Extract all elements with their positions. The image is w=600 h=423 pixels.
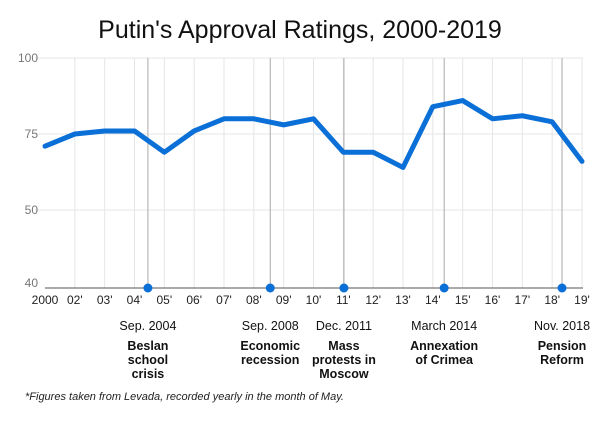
y-tick-label: 75 (25, 127, 39, 141)
event-description: Reform (540, 353, 584, 367)
x-tick-label: 03' (97, 293, 113, 307)
x-tick-label: 18' (544, 293, 560, 307)
event-description: protests in (312, 353, 376, 367)
x-tick-label: 16' (485, 293, 501, 307)
event-dot (558, 284, 567, 293)
event-dot (143, 284, 152, 293)
event-markers (148, 58, 562, 288)
x-tick-label: 09' (276, 293, 292, 307)
footnote: *Figures taken from Levada, recorded yea… (25, 391, 344, 403)
x-tick-label: 04' (127, 293, 143, 307)
event-date: Dec. 2011 (316, 319, 372, 333)
event-date: Sep. 2008 (242, 319, 299, 333)
x-tick-label: 11' (336, 293, 351, 307)
y-tick-label: 50 (25, 203, 39, 217)
event-description: Mass (328, 339, 359, 353)
event-dot (266, 284, 275, 293)
event-description: Beslan (127, 339, 168, 353)
x-tick-label: 02' (67, 293, 83, 307)
event-description: Pension (538, 339, 587, 353)
event-description: of Crimea (415, 353, 474, 367)
x-tick-label: 19' (574, 293, 590, 307)
event-date: Nov. 2018 (534, 319, 590, 333)
event-date: March 2014 (411, 319, 477, 333)
event-date: Sep. 2004 (119, 319, 176, 333)
grid (35, 58, 583, 288)
event-description: Economic (240, 339, 300, 353)
event-description: Annexation (410, 339, 478, 353)
event-description: Moscow (319, 367, 369, 381)
chart-title: Putin's Approval Ratings, 2000-2019 (98, 16, 502, 44)
event-description: school (128, 353, 168, 367)
y-tick-label: 100 (18, 51, 38, 65)
x-tick-label: 15' (455, 293, 471, 307)
x-tick-label: 12' (365, 293, 381, 307)
event-dot (339, 284, 348, 293)
x-tick-label: 14' (425, 293, 441, 307)
x-tick-label: 08' (246, 293, 262, 307)
event-dot (440, 284, 449, 293)
event-description: crisis (132, 367, 165, 381)
x-tick-label: 10' (306, 293, 322, 307)
x-tick-label: 07' (216, 293, 232, 307)
x-tick-label: 05' (157, 293, 173, 307)
x-axis: 2000 02' 03' 04' 05' 06' 07' 08' 09' 10' 11' 12' 13'… (32, 293, 590, 307)
x-tick-label: 2000 (32, 293, 59, 307)
x-tick-label: 17' (515, 293, 531, 307)
x-tick-label: 13' (395, 293, 411, 307)
x-tick-label: 06' (186, 293, 202, 307)
event-description: recession (241, 353, 299, 367)
y-tick-label: 40 (25, 276, 39, 290)
y-axis: 100 75 50 40 (18, 51, 38, 290)
